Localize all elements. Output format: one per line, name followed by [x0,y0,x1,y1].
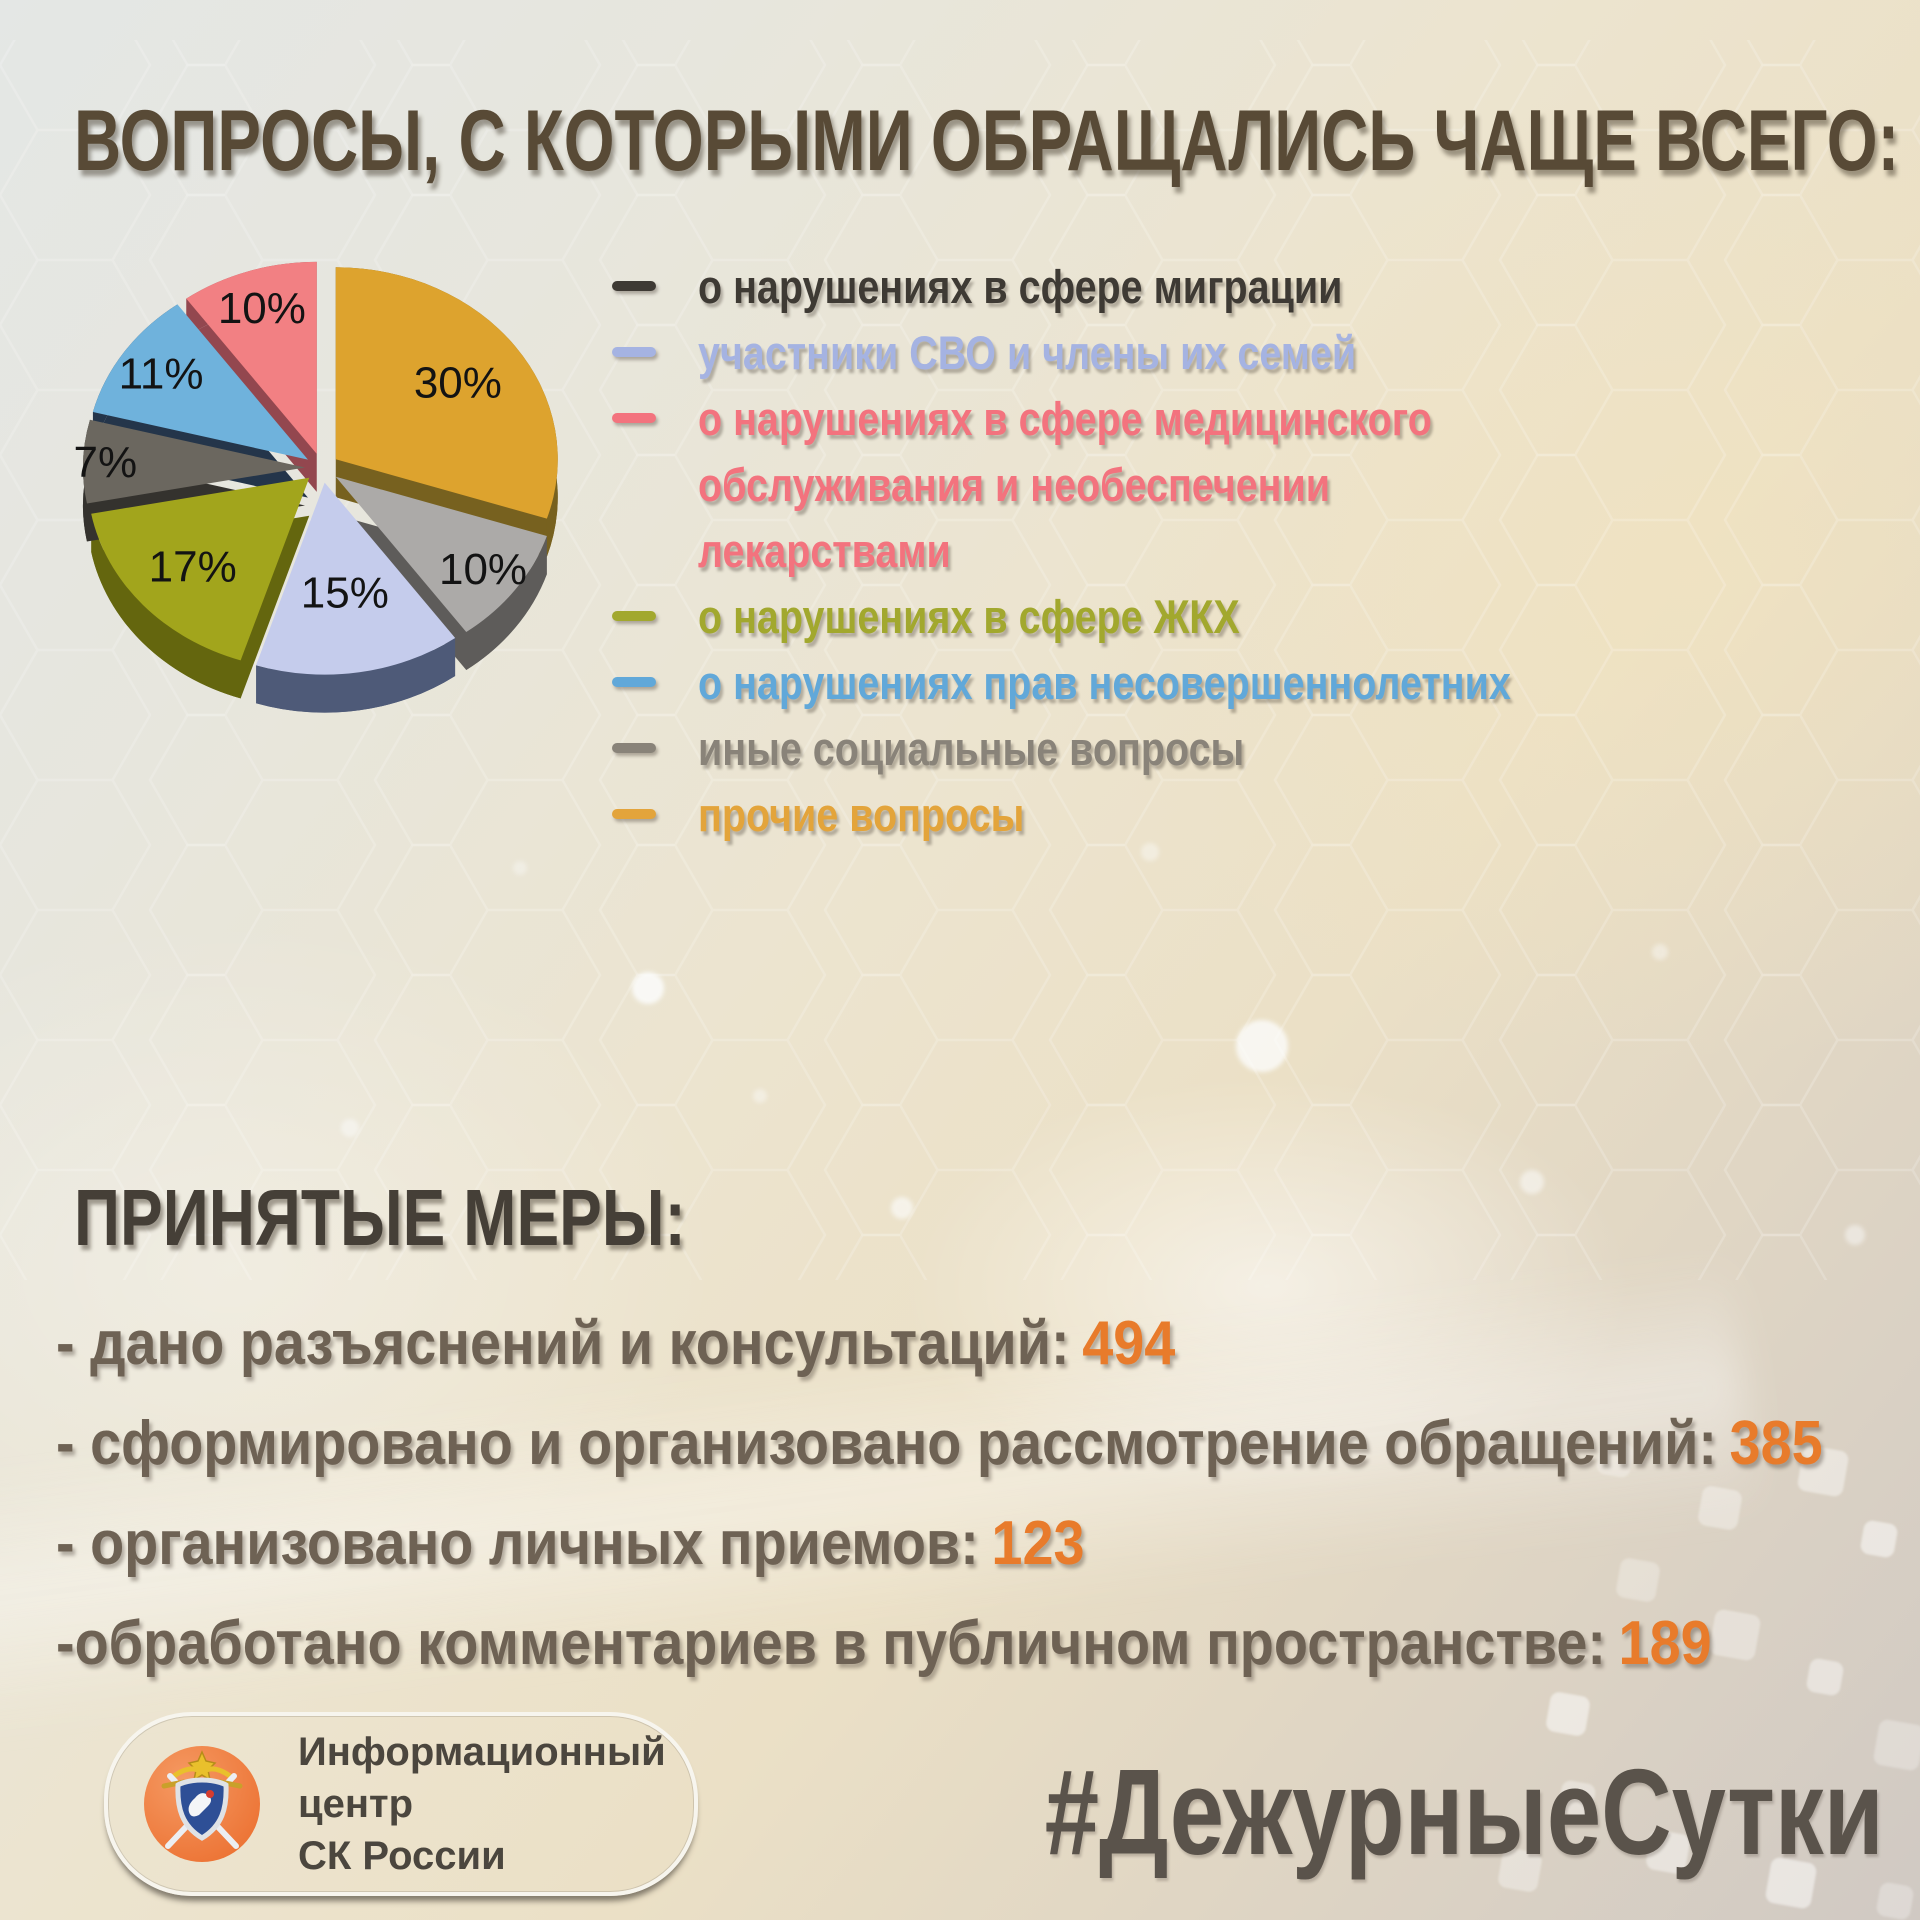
legend-label: прочие вопросы [698,788,1025,841]
legend-dash-icon [612,281,656,291]
bokeh-dot [513,861,527,875]
legend-dash-icon [612,809,656,819]
measure-text: - дано разъяснений и консультаций: [56,1309,1070,1378]
legend-item: о нарушениях в сфере ЖКХ [612,584,1666,650]
bokeh-dot [1520,1170,1544,1194]
measure-value: 189 [1618,1609,1712,1678]
legend-item: о нарушениях в сфере миграции [612,254,1666,320]
pie-slice-label: 30% [414,359,502,408]
page-title: ВОПРОСЫ, С КОТОРЫМИ ОБРАЩАЛИСЬ ЧАЩЕ ВСЕГ… [74,93,1900,189]
legend-label: участники СВО и члены их семей [698,326,1357,379]
pie-slice [335,267,558,519]
legend-label: иные социальные вопросы [698,722,1245,775]
pie-slice-label: 10% [218,284,306,333]
pie-slice [92,304,308,460]
legend-dash-icon [612,611,656,621]
measures-heading: ПРИНЯТЫЕ МЕРЫ: [74,1173,686,1262]
pie-slice-wall [256,637,456,713]
legend-item: иные социальные вопросы [612,716,1666,782]
pie-slice [335,476,547,633]
bokeh-dot [1236,1020,1288,1072]
deco-square [1875,1881,1915,1921]
sk-russia-emblem-icon [144,1746,260,1862]
legend-dash-icon [612,677,656,687]
legend-label: о нарушениях в сфере миграции [698,260,1343,313]
measure-value: 123 [991,1509,1085,1578]
measure-row: - сформировано и организовано рассмотрен… [56,1408,1920,1508]
legend-dash-icon [612,413,656,423]
legend-item: о нарушениях в сфере медицинского обслуж… [612,386,1666,584]
legend-label: о нарушениях в сфере медицинского обслуж… [698,392,1432,577]
pie-slice [91,477,310,661]
legend-dash-icon [612,743,656,753]
measure-value: 385 [1729,1409,1823,1478]
measure-row: - дано разъяснений и консультаций: 494 [56,1308,1920,1408]
legend-item: о нарушениях прав несовершеннолетних [612,650,1666,716]
legend-label: о нарушениях прав несовершеннолетних [698,656,1511,709]
measure-value: 494 [1082,1309,1176,1378]
bokeh-dot [341,1119,359,1137]
measure-text: -обработано комментариев в публичном про… [56,1609,1606,1678]
bokeh-dot [1141,843,1159,861]
pie-slice-wall [466,536,547,671]
bokeh-dot [753,1089,767,1103]
measure-text: - сформировано и организовано рассмотрен… [56,1409,1717,1478]
legend-dash-icon [612,347,656,357]
org-logo-text: Информационный центр СК России [298,1730,666,1878]
pie-slice [186,261,317,454]
bokeh-dot [891,1197,913,1219]
pie-slice-label: 17% [149,543,237,592]
pie-slice-label: 11% [119,349,204,398]
measure-text: - организовано личных приемов: [56,1509,979,1578]
pie-slice-label: 10% [439,545,527,594]
legend-item: участники СВО и члены их семей [612,320,1666,386]
pie-slice-label: 7% [74,438,138,487]
pie-slice-label: 15% [301,569,389,618]
pie-slice [256,482,456,675]
org-logo-badge: Информационный центр СК России [104,1712,698,1896]
legend-label: о нарушениях в сфере ЖКХ [698,590,1240,643]
bokeh-dot [1652,944,1668,960]
bokeh-dot [632,972,664,1004]
hashtag: #ДежурныеСутки [1045,1744,1884,1880]
measure-row: -обработано комментариев в публичном про… [56,1608,1920,1708]
measure-row: - организовано личных приемов: 123 [56,1508,1920,1608]
pie-chart-svg: 30% 10% 15% 17% 7% 11% 10% [74,261,558,713]
chart-legend: о нарушениях в сфере миграции участники С… [612,254,1666,848]
legend-item: прочие вопросы [612,782,1666,848]
measures-list: - дано разъяснений и консультаций: 494- с… [56,1308,1920,1708]
pie-slice [83,419,306,504]
pie-slice-wall [91,513,241,699]
bokeh-dot [1845,1225,1865,1245]
pie-chart: 30% 10% 15% 17% 7% 11% 10% [48,238,618,758]
